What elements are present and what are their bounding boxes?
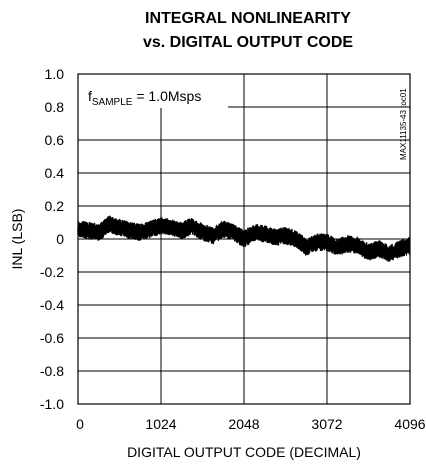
inl-series-trace: [77, 215, 411, 263]
annotation-subscript: SAMPLE: [92, 97, 133, 108]
y-tick-label: -0.4: [40, 297, 64, 313]
grid: [78, 74, 410, 404]
x-axis-label: DIGITAL OUTPUT CODE (DECIMAL): [127, 444, 361, 460]
x-tick-labels: 0 1024 2048 3072 4096: [76, 416, 426, 432]
y-tick-label: 0.6: [45, 132, 65, 148]
plot-frame: [77, 73, 411, 405]
side-tag: MAX11135-43 toc01: [399, 88, 408, 160]
x-tick-label: 1024: [145, 416, 176, 432]
x-tick-label: 0: [76, 416, 84, 432]
x-tick-label: 3072: [311, 416, 342, 432]
y-tick-label: 0.2: [45, 198, 65, 214]
y-tick-label: 1.0: [45, 66, 65, 82]
annotation-main: f: [88, 88, 92, 104]
y-tick-label: -0.6: [40, 330, 64, 346]
sample-rate-annotation: fSAMPLE = 1.0Msps: [88, 88, 201, 108]
annotation-background: [78, 74, 228, 108]
x-tick-label: 4096: [394, 416, 425, 432]
y-tick-label: 0.4: [45, 165, 65, 181]
y-tick-label: 0: [56, 231, 64, 247]
y-tick-label: -0.8: [40, 363, 64, 379]
chart-title-line1: INTEGRAL NONLINEARITY: [145, 10, 351, 27]
chart-title-line2: vs. DIGITAL OUTPUT CODE: [143, 34, 353, 51]
y-tick-label: 0.8: [45, 99, 65, 115]
y-tick-label: -1.0: [40, 396, 64, 412]
y-axis-label: INL (LSB): [9, 209, 25, 270]
x-tick-label: 2048: [228, 416, 259, 432]
series-container: [77, 215, 411, 263]
y-tick-label: -0.2: [40, 264, 64, 280]
y-tick-labels: 1.0 0.8 0.6 0.4 0.2 0 -0.2 -0.4 -0.6 -0.8 -1.0: [40, 66, 64, 412]
annotation-rest: = 1.0Msps: [132, 88, 201, 104]
